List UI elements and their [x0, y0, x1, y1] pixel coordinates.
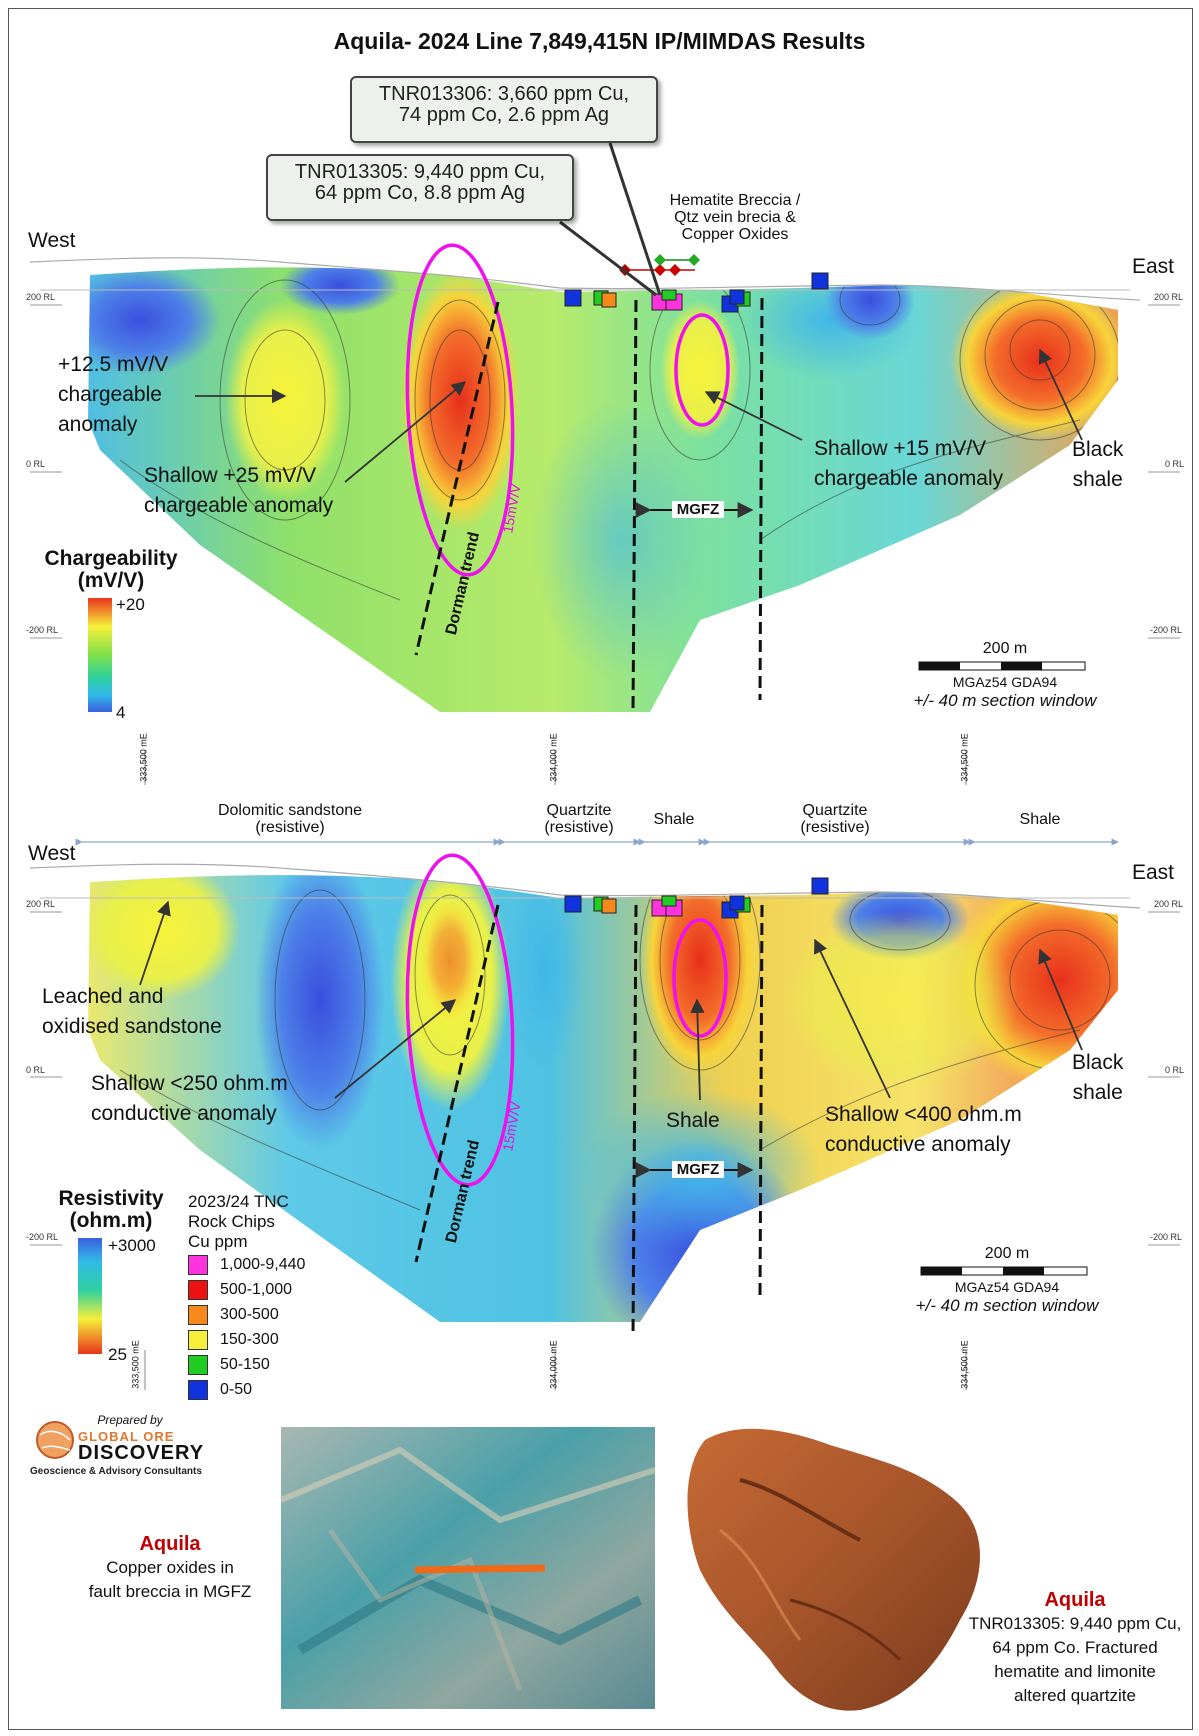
easting-334000-top: 334,000 mE: [548, 733, 559, 782]
legend-swatch-1000-9440: [188, 1254, 208, 1275]
hematite-breccia-label: Hematite Breccia / Qtz vein brecia & Cop…: [669, 192, 801, 243]
bottom-black-shale-label: Black shale: [1072, 1051, 1124, 1104]
sample-callout-tnr013305: TNR013305: 9,440 ppm Cu, 64 ppm Co, 8.8 …: [266, 154, 574, 221]
figure-title: Aquila- 2024 Line 7,849,415N IP/MIMDAS R…: [333, 28, 866, 54]
rl-m200-right-bottom: -200 RL: [1150, 1232, 1183, 1242]
rock-chip-legend-item: 50-150: [188, 1352, 305, 1377]
easting-333500-bottom: 333,500 mE: [130, 1340, 141, 1389]
outcrop-photo: [279, 1427, 656, 1709]
rl-200-right-top: 200 RL: [1154, 292, 1184, 302]
resistivity-legend-title: Resistivity (ohm.m): [58, 1187, 164, 1232]
scale-datum-bottom: MGAz54 GDA94: [954, 1279, 1060, 1295]
photo1-caption: Aquila Copper oxides in fault breccia in…: [88, 1533, 252, 1601]
section-window-bottom: +/- 40 m section window: [915, 1296, 1099, 1315]
global-ore-discovery-logo: [36, 1421, 74, 1459]
rl-m200-right-top: -200 RL: [1150, 625, 1183, 635]
west-label-bottom: West: [28, 842, 76, 865]
legend-swatch-300-500: [188, 1304, 208, 1325]
rl-m200-left-bottom: -200 RL: [26, 1232, 59, 1242]
top-mgfz-label: MGFZ: [672, 501, 724, 518]
rock-chip-legend-title: 2023/24 TNC Rock Chips Cu ppm: [188, 1192, 289, 1251]
bottom-shale-label: Shale: [666, 1109, 720, 1132]
east-label-top: East: [1132, 255, 1175, 278]
section-window-top: +/- 40 m section window: [913, 691, 1097, 710]
west-label-top: West: [28, 229, 76, 252]
easting-334500-bottom: 334,500 mE: [959, 1340, 970, 1389]
bottom-anomaly-c-label: Shallow <400 ohm.m conductive anomaly: [825, 1103, 1022, 1156]
top-anomaly-a-label: +12.5 mV/V chargeable anomaly: [58, 353, 169, 436]
chargeability-legend-title: Chargeability (mV/V): [44, 547, 178, 592]
rock-chip-legend-item: 1,000-9,440: [188, 1252, 305, 1277]
photo2-caption: Aquila TNR013305: 9,440 ppm Cu, 64 ppm C…: [968, 1589, 1182, 1705]
rl-200-left-top: 200 RL: [26, 292, 56, 302]
legend-swatch-150-300: [188, 1329, 208, 1350]
rl-0-left-bottom: 0 RL: [26, 1065, 46, 1075]
rl-0-left-top: 0 RL: [26, 459, 46, 469]
rl-0-right-top: 0 RL: [1165, 459, 1185, 469]
scale-label-top: 200 m: [982, 640, 1028, 657]
easting-333500-top: 333,500 mE: [138, 733, 149, 782]
hand-specimen-photo: [687, 1428, 980, 1711]
chargeability-legend-min: 4: [116, 703, 126, 722]
rock-chip-legend-item: 0-50: [188, 1377, 305, 1402]
chargeability-legend-max: +20: [116, 595, 145, 614]
rl-200-left-bottom: 200 RL: [26, 899, 56, 909]
easting-334500-top: 334,500 mE: [959, 733, 970, 782]
scale-label-bottom: 200 m: [984, 1245, 1030, 1262]
top-black-shale-label: Black shale: [1072, 438, 1124, 491]
top-anomaly-b-label: Shallow +25 mV/V chargeable anomaly: [144, 464, 334, 517]
rock-chip-legend-items: 1,000-9,440 500-1,000 300-500 150-300 50…: [188, 1252, 305, 1402]
rl-200-right-bottom: 200 RL: [1154, 899, 1184, 909]
resistivity-legend-min: 25: [108, 1345, 127, 1364]
unit-quartzite-east: Quartzite (resistive): [800, 802, 870, 836]
easting-334000-bottom: 334,000 mE: [548, 1340, 559, 1389]
unit-quartzite-west: Quartzite (resistive): [544, 802, 614, 836]
top-anomaly-c-label: Shallow +15 mV/V chargeable anomaly: [814, 437, 1004, 490]
unit-shale-east: Shale: [1019, 811, 1061, 828]
rock-chip-legend-item: 300-500: [188, 1302, 305, 1327]
unit-shale-centre: Shale: [653, 811, 695, 828]
scale-datum-top: MGAz54 GDA94: [952, 674, 1058, 690]
legend-swatch-0-50: [188, 1379, 208, 1400]
bottom-leached-sandstone-label: Leached and oxidised sandstone: [42, 985, 222, 1038]
rl-m200-left-top: -200 RL: [26, 625, 59, 635]
unit-dolomitic-sandstone: Dolomitic sandstone (resistive): [217, 802, 363, 836]
east-label-bottom: East: [1132, 861, 1175, 884]
rock-chip-legend-item: 500-1,000: [188, 1277, 305, 1302]
bottom-anomaly-b-label: Shallow <250 ohm.m conductive anomaly: [91, 1072, 288, 1125]
bottom-mgfz-label: MGFZ: [672, 1161, 724, 1178]
logo-text: Prepared by GLOBAL ORE DISCOVERY Geoscie…: [30, 1413, 205, 1477]
sample-callout-tnr013306: TNR013306: 3,660 ppm Cu, 74 ppm Co, 2.6 …: [350, 76, 658, 143]
legend-swatch-500-1000: [188, 1279, 208, 1300]
rock-chip-legend-item: 150-300: [188, 1327, 305, 1352]
resistivity-legend-max: +3000: [108, 1236, 156, 1255]
legend-swatch-50-150: [188, 1354, 208, 1375]
rl-0-right-bottom: 0 RL: [1165, 1065, 1185, 1075]
